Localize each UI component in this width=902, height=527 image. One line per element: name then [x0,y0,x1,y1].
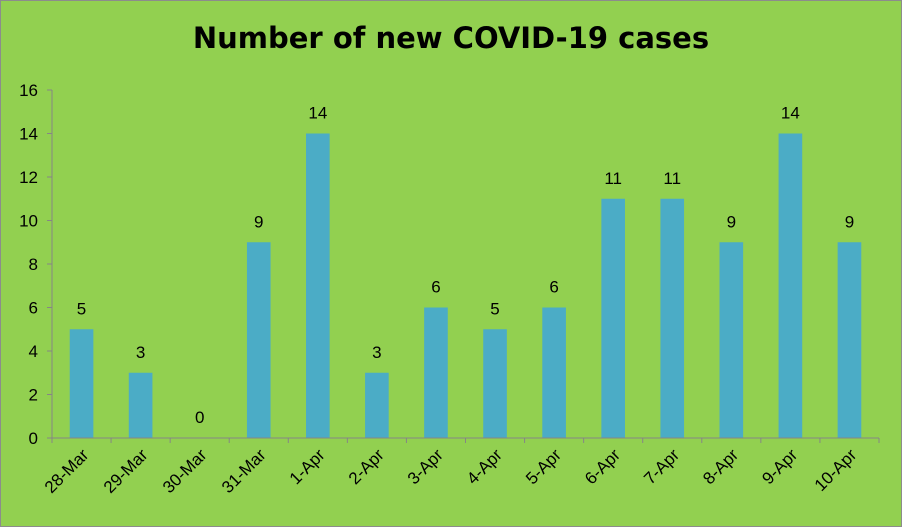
y-tick-label: 8 [29,255,38,274]
y-tick-label: 2 [29,386,38,405]
bar-5-Apr [542,307,566,438]
data-label-29-Mar: 3 [136,343,145,362]
y-tick-label: 4 [29,342,38,361]
x-axis: 28-Mar 29-Mar 30-Mar 31-Mar 1-Apr 2-Apr 3-Apr 4… [41,437,880,497]
data-label-9-Apr: 14 [781,104,800,123]
x-tick-label: 7-Apr [640,445,683,488]
data-label-7-Apr: 11 [663,169,681,188]
x-tick-label: 30-Mar [159,445,211,497]
data-label-30-Mar: 0 [195,408,204,427]
y-tick-label: 16 [19,81,38,100]
bar-3-Apr [424,307,448,438]
chart-title: Number of new COVID-19 cases [192,21,710,55]
x-tick-label: 5-Apr [522,445,565,488]
y-tick-label: 0 [29,429,38,448]
x-tick-label: 29-Mar [100,445,152,497]
y-tick-label: 12 [19,168,38,187]
data-label-31-Mar: 9 [254,212,263,231]
y-axis: 0 2 4 6 8 10 12 14 16 [19,81,53,448]
data-label-1-Apr: 14 [308,104,327,123]
x-tick-label: 2-Apr [345,445,388,488]
data-label-10-Apr: 9 [845,212,854,231]
bar-28-Mar [69,329,94,438]
bar-29-Mar [128,372,153,438]
y-tick-label: 10 [19,212,38,231]
data-label-8-Apr: 9 [727,212,736,231]
x-tick-label: 1-Apr [286,445,329,488]
x-tick-label: 10-Apr [811,445,861,495]
data-labels: 5 3 0 9 14 3 6 5 6 11 11 9 14 9 [77,104,854,428]
y-tick-label: 14 [19,125,38,144]
bar-31-Mar [246,242,271,438]
data-label-28-Mar: 5 [77,299,86,318]
bar-7-Apr [660,198,685,438]
bars [69,133,862,438]
bar-8-Apr [719,242,744,438]
x-tick-label: 4-Apr [463,445,506,488]
x-tick-label: 31-Mar [218,445,270,497]
x-tick-label: 3-Apr [404,445,447,488]
x-tick-label: 28-Mar [41,445,93,497]
data-label-2-Apr: 3 [372,343,381,362]
data-label-3-Apr: 6 [431,278,440,297]
data-label-4-Apr: 5 [490,299,499,318]
y-tick-label: 6 [29,299,38,318]
bar-6-Apr [601,198,625,438]
bar-10-Apr [837,242,862,438]
x-tick-label: 6-Apr [581,445,624,488]
bar-1-Apr [306,133,330,438]
x-tick-label: 8-Apr [699,445,742,488]
data-label-5-Apr: 6 [549,278,558,297]
x-tick-label: 9-Apr [758,445,801,488]
bar-9-Apr [778,133,803,438]
bar-4-Apr [483,329,507,438]
bar-2-Apr [365,372,389,438]
data-label-6-Apr: 11 [604,169,622,188]
